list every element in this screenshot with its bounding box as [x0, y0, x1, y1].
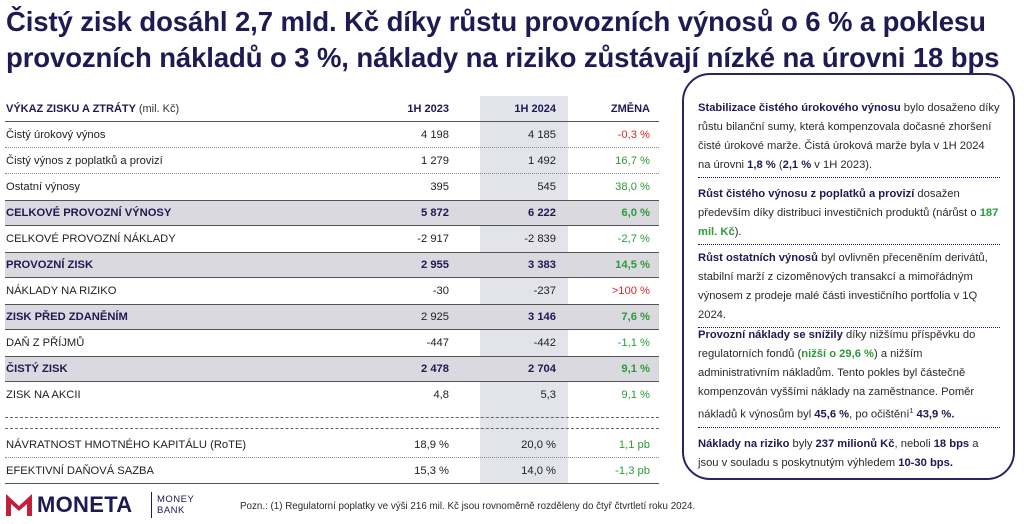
value-1h2023: 15,3 %: [414, 465, 449, 477]
table-row: Čistý výnos z poplatků a provizí 1 279 1…: [5, 148, 659, 174]
value-1h2024: 4 185: [528, 129, 556, 141]
value-1h2024: 2 704: [528, 363, 556, 375]
value-change: -1,3 pb: [615, 465, 650, 477]
row-label: ZISK NA AKCII: [6, 389, 81, 401]
value-change: 1,1 pb: [618, 439, 650, 451]
value-change: 38,0 %: [615, 181, 650, 193]
row-label: NÁVRATNOST HMOTNÉHO KAPITÁLU (RoTE): [6, 439, 247, 451]
moneta-logo: MONETA MONEY BANK: [6, 492, 202, 518]
value-1h2024: 20,0 %: [521, 439, 556, 451]
row-label: DAŇ Z PŘÍJMŮ: [6, 337, 85, 349]
value-change: 9,1 %: [621, 363, 650, 375]
logo-wordmark: MONETA: [37, 492, 133, 517]
table-row: DAŇ Z PŘÍJMŮ -447 -442 -1,1 %: [5, 330, 659, 356]
value-change: >100 %: [611, 285, 650, 297]
logo-divider: [151, 492, 152, 518]
value-1h2023: 1 279: [421, 155, 449, 167]
table-row: NÁKLADY NA RIZIKO -30 -237 >100 %: [5, 278, 659, 304]
value-1h2024: 1 492: [528, 155, 556, 167]
value-1h2024: 6 222: [528, 207, 556, 219]
commentary-net-interest: Stabilizace čistého úrokového výnosu byl…: [698, 99, 1000, 178]
header-1h2024: 1H 2024: [514, 103, 556, 115]
moneta-logo-icon: [6, 494, 32, 516]
row-label: EFEKTIVNÍ DAŇOVÁ SAZBA: [6, 465, 154, 477]
value-1h2024: 3 146: [528, 311, 556, 323]
table-row-total: PROVOZNÍ ZISK 2 955 3 383 14,5 %: [5, 252, 659, 278]
value-1h2024: 5,3: [540, 389, 556, 401]
value-1h2024: 545: [537, 181, 556, 193]
footnote: Pozn.: (1) Regulatorní poplatky ve výši …: [240, 501, 696, 512]
value-change: -0,3 %: [617, 129, 650, 141]
table-row-total: ZISK PŘED ZDANĚNÍM 2 925 3 146 7,6 %: [5, 304, 659, 330]
value-1h2024: 3 383: [528, 259, 556, 271]
value-1h2023: 4,8: [433, 389, 449, 401]
value-1h2024: 14,0 %: [521, 465, 556, 477]
value-1h2023: 4 198: [421, 129, 449, 141]
header-1h2023: 1H 2023: [407, 103, 449, 115]
commentary-other-income: Růst ostatních výnosů byl ovlivněn přece…: [698, 249, 1000, 328]
table-row: EFEKTIVNÍ DAŇOVÁ SAZBA 15,3 % 14,0 % -1,…: [5, 458, 659, 484]
value-1h2024: -2 839: [524, 233, 556, 245]
row-label: Čistý výnos z poplatků a provizí: [6, 155, 163, 167]
value-change: 14,5 %: [615, 259, 650, 271]
value-1h2023: 395: [430, 181, 449, 193]
value-1h2023: 2 478: [421, 363, 449, 375]
commentary-cost-of-risk: Náklady na riziko byly 237 milionů Kč, n…: [698, 438, 979, 469]
value-1h2023: 2 925: [421, 311, 449, 323]
row-label: CELKOVÉ PROVOZNÍ VÝNOSY: [6, 207, 172, 219]
table-row: Čistý úrokový výnos 4 198 4 185 -0,3 %: [5, 122, 659, 148]
value-1h2023: 5 872: [421, 207, 449, 219]
row-label: Ostatní výnosy: [6, 181, 80, 193]
value-1h2024: -442: [533, 337, 556, 349]
value-change: 16,7 %: [615, 155, 650, 167]
value-1h2023: -2 917: [417, 233, 449, 245]
commentary-operating-costs: Provozní náklady se snížily díky nižšímu…: [698, 326, 1000, 428]
table-row-total: ČISTÝ ZISK 2 478 2 704 9,1 %: [5, 356, 659, 382]
row-label: ZISK PŘED ZDANĚNÍM: [6, 311, 128, 323]
row-label: PROVOZNÍ ZISK: [6, 259, 94, 271]
value-1h2023: -30: [432, 285, 449, 297]
value-1h2023: 2 955: [421, 259, 449, 271]
table-row: Ostatní výnosy 395 545 38,0 %: [5, 174, 659, 200]
table-row: NÁVRATNOST HMOTNÉHO KAPITÁLU (RoTE) 18,9…: [5, 428, 659, 458]
table-row: CELKOVÉ PROVOZNÍ NÁKLADY -2 917 -2 839 -…: [5, 226, 659, 252]
table-row: ZISK NA AKCII 4,8 5,3 9,1 %: [5, 382, 659, 418]
page-title: Čistý zisk dosáhl 2,7 mld. Kč díky růstu…: [6, 6, 1000, 73]
row-label: NÁKLADY NA RIZIKO: [6, 285, 117, 297]
value-change: -1,1 %: [617, 337, 650, 349]
header-label-cell: VÝKAZ ZISKU A ZTRÁTY (mil. Kč): [6, 103, 180, 115]
row-label: Čistý úrokový výnos: [6, 129, 106, 141]
value-1h2023: -447: [426, 337, 449, 349]
table-header-row: VÝKAZ ZISKU A ZTRÁTY (mil. Kč) 1H 2023 1…: [5, 96, 659, 122]
value-change: 7,6 %: [621, 311, 650, 323]
commentary-panel: Stabilizace čistého úrokového výnosu byl…: [682, 73, 1015, 480]
value-change: 6,0 %: [621, 207, 650, 219]
value-1h2023: 18,9 %: [414, 439, 449, 451]
value-1h2024: -237: [533, 285, 556, 297]
value-change: -2,7 %: [617, 233, 650, 245]
row-label: ČISTÝ ZISK: [6, 363, 68, 375]
table-row-total: CELKOVÉ PROVOZNÍ VÝNOSY 5 872 6 222 6,0 …: [5, 200, 659, 226]
logo-subtext: MONEY BANK: [157, 494, 195, 516]
header-change: ZMĚNA: [610, 103, 650, 115]
row-label: CELKOVÉ PROVOZNÍ NÁKLADY: [6, 233, 176, 245]
highlight-column-1h2024: [480, 96, 568, 484]
commentary-fees: Růst čistého výnosu z poplatků a provizí…: [698, 185, 1000, 245]
value-change: 9,1 %: [621, 389, 650, 401]
